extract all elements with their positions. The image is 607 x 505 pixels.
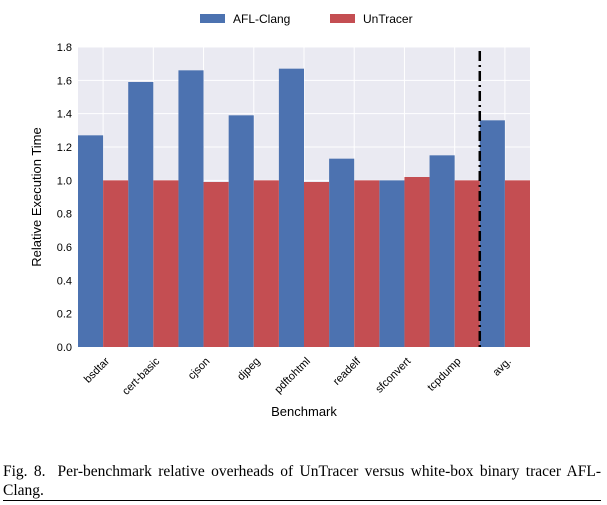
x-tick-label: cjson <box>186 355 213 382</box>
bars <box>78 68 530 348</box>
x-tick-label: djpeg <box>235 355 263 383</box>
x-tick-label: sfconvert <box>373 355 413 395</box>
caption-rule <box>3 500 601 501</box>
legend-swatch <box>330 14 355 23</box>
x-axis-label: Benchmark <box>271 404 337 419</box>
bar-afl-clang-avg <box>479 120 505 347</box>
legend-label: AFL-Clang <box>233 12 290 26</box>
y-tick-label: 1.6 <box>57 75 72 87</box>
legend: AFL-Clang UnTracer <box>200 12 413 26</box>
bar-untracer-cert-basic <box>153 180 179 347</box>
bar-afl-clang-djpeg <box>228 115 254 347</box>
caption-number: Fig. 8. <box>3 463 46 480</box>
y-tick-label: 1.4 <box>57 109 72 121</box>
bar-untracer-pdftohtml <box>304 182 330 347</box>
bar-chart: 0.0 0.2 0.4 0.6 0.8 1.0 1.2 1.4 1.6 1.8 bsdtar cer… <box>29 12 530 419</box>
legend-swatch <box>200 14 225 23</box>
y-tick-label: 0.8 <box>57 209 72 221</box>
y-tick-label: 0.0 <box>57 342 72 354</box>
bar-afl-clang-tcpdump <box>429 155 455 347</box>
bar-afl-clang-bsdtar <box>78 135 104 347</box>
bar-untracer-tcpdump <box>454 180 480 347</box>
x-tick-label: tcpdump <box>425 355 463 393</box>
y-tick-labels: 0.0 0.2 0.4 0.6 0.8 1.0 1.2 1.4 1.6 1.8 <box>57 42 72 354</box>
x-tick-label: bsdtar <box>82 355 112 385</box>
bar-afl-clang-sfconvert <box>379 180 405 347</box>
y-tick-label: 0.4 <box>57 275 72 287</box>
x-tick-labels: bsdtar cert-basic cjson djpeg pdftohtml reade… <box>82 355 514 398</box>
y-tick-label: 0.2 <box>57 309 72 321</box>
y-axis-label: Relative Execution Time <box>29 127 44 266</box>
y-tick-label: 1.2 <box>57 142 72 154</box>
bar-untracer-sfconvert <box>404 177 430 347</box>
bar-untracer-djpeg <box>253 180 279 347</box>
bar-untracer-cjson <box>203 182 229 347</box>
x-tick-label: avg. <box>491 355 514 378</box>
y-tick-label: 0.6 <box>57 242 72 254</box>
x-tick-label: pdftohtml <box>272 355 312 395</box>
y-tick-label: 1.8 <box>57 42 72 54</box>
x-tick-label: readelf <box>331 355 364 388</box>
bar-afl-clang-readelf <box>329 158 355 347</box>
bar-afl-clang-cjson <box>178 70 204 347</box>
legend-label: UnTracer <box>363 12 413 26</box>
bar-untracer-readelf <box>354 180 380 347</box>
y-tick-label: 1.0 <box>57 175 72 187</box>
bar-afl-clang-pdftohtml <box>278 68 304 348</box>
figure-caption: Fig. 8. Per-benchmark relative overheads … <box>3 462 601 500</box>
x-tick-label: cert-basic <box>120 355 163 398</box>
bar-afl-clang-cert-basic <box>128 82 154 347</box>
bar-untracer-bsdtar <box>103 180 129 347</box>
bar-untracer-avg <box>504 180 530 347</box>
caption-text: Per-benchmark relative overheads of UnTr… <box>3 463 601 499</box>
